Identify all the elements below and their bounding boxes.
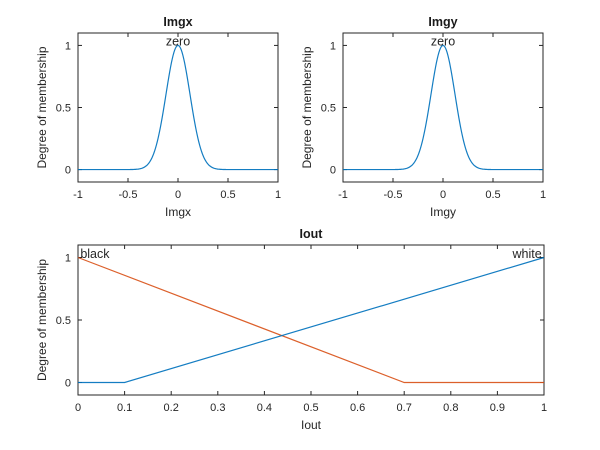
y-tick-label: 0	[330, 165, 336, 177]
x-axis-label: Iout	[301, 418, 322, 432]
y-axis-label: Degree of membership	[35, 259, 49, 381]
x-tick-label: 0.5	[220, 189, 235, 201]
x-tick-label: -0.5	[384, 189, 403, 201]
y-tick-label: 1	[65, 253, 71, 265]
subplot-imgy: -1 -0.5 0 0.5 1 0 0.5 1 zero Imgy Imgy Degree of me…	[300, 15, 546, 219]
axes-box	[77, 244, 545, 396]
y-tick-label: 0.5	[56, 103, 71, 115]
x-tick-label: 0.2	[164, 402, 179, 414]
mf-curve-zero	[78, 44, 278, 171]
x-tick-label: -1	[73, 189, 83, 201]
y-tick-label: 0	[65, 165, 71, 177]
mf-label-zero: zero	[166, 35, 190, 49]
y-axis-label: Degree of membership	[35, 46, 49, 168]
axes-box	[342, 32, 544, 183]
x-tick-label: 1	[540, 189, 546, 201]
mf-label-zero: zero	[431, 35, 455, 49]
x-tick-label: 0.5	[485, 189, 500, 201]
y-tick-label: 0.5	[321, 103, 336, 115]
y-axis-label: Degree of membership	[300, 46, 314, 168]
x-tick-label: 0.9	[490, 402, 505, 414]
x-tick-label: 0.3	[210, 402, 225, 414]
mf-label-black: black	[80, 247, 110, 261]
x-tick-label: -0.5	[119, 189, 138, 201]
axes-box	[77, 32, 279, 183]
x-tick-label: 0.5	[303, 402, 318, 414]
subplot-iout: 0 0.1 0.2 0.3 0.4 0.5 0.6 0.7 0.8 0.9 1 0 0.5 1 black w…	[35, 227, 547, 432]
x-axis-label: Imgx	[165, 205, 191, 219]
mf-curve-zero	[343, 44, 543, 171]
x-tick-label: 0	[440, 189, 446, 201]
subplot-title: Imgx	[163, 15, 192, 29]
x-tick-label: -1	[338, 189, 348, 201]
subplot-title: Iout	[300, 227, 324, 241]
y-tick-label: 0	[65, 378, 71, 390]
mf-curve-black	[77, 256, 544, 384]
x-tick-label: 0.6	[350, 402, 365, 414]
subplot-title: Imgy	[428, 15, 457, 29]
x-tick-label: 0.4	[257, 402, 272, 414]
x-tick-label: 1	[275, 189, 281, 201]
x-tick-label: 0.8	[443, 402, 458, 414]
x-axis-label: Imgy	[430, 205, 456, 219]
x-tick-label: 0.1	[117, 402, 132, 414]
y-tick-label: 1	[330, 40, 336, 52]
subplot-imgx: -1 -0.5 0 0.5 1 0 0.5 1 zero Imgx Imgx Degree of me…	[35, 15, 281, 219]
x-tick-label: 0	[175, 189, 181, 201]
mf-curve-white	[78, 256, 545, 384]
x-tick-label: 0	[75, 402, 81, 414]
x-tick-label: 0.7	[397, 402, 412, 414]
x-tick-label: 1	[541, 402, 547, 414]
y-tick-label: 1	[65, 40, 71, 52]
y-tick-label: 0.5	[56, 315, 71, 327]
mf-label-white: white	[511, 247, 541, 261]
